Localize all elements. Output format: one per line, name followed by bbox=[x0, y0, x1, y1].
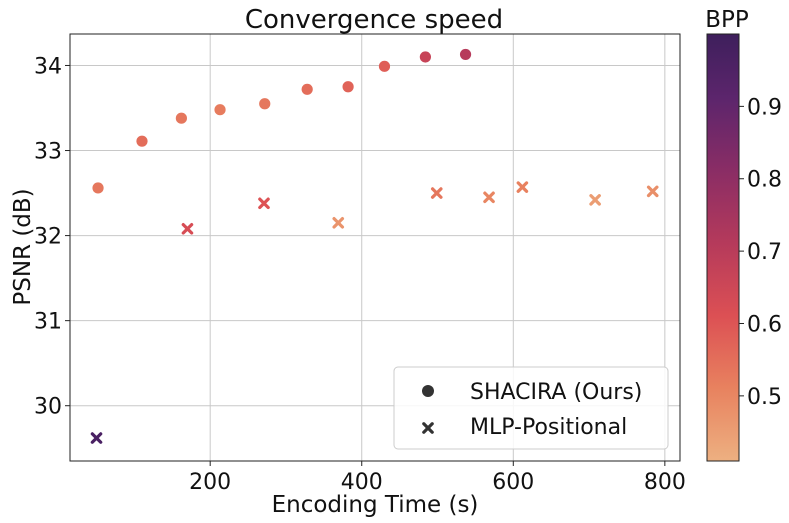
colorbar-tick-label: 0.8 bbox=[747, 168, 782, 193]
shacira-point bbox=[92, 182, 104, 194]
mlp-positional-point bbox=[332, 217, 345, 229]
y-tick-label: 34 bbox=[34, 54, 62, 79]
mlp-positional-point bbox=[516, 181, 529, 193]
mlp-positional-point bbox=[258, 197, 270, 210]
shacira-point bbox=[342, 81, 354, 93]
legend-label-mlp: MLP-Positional bbox=[470, 415, 627, 440]
x-tick-label: 200 bbox=[189, 470, 231, 495]
x-tick-label: 600 bbox=[492, 470, 534, 495]
x-tick-label: 800 bbox=[644, 470, 686, 495]
mlp-positional-point bbox=[181, 222, 194, 235]
shacira-point bbox=[259, 98, 271, 110]
colorbar-ticks: 0.5 0.6 0.7 0.8 0.9 bbox=[739, 95, 782, 410]
mlp-positional-point bbox=[589, 194, 601, 206]
plot-frame bbox=[69, 33, 681, 462]
legend-box bbox=[393, 366, 669, 450]
colorbar-tick-label: 0.9 bbox=[747, 95, 782, 120]
y-tick-label: 31 bbox=[34, 310, 62, 335]
colorbar bbox=[706, 33, 740, 462]
colorbar-tick-label: 0.6 bbox=[747, 312, 782, 337]
x-axis-label: Encoding Time (s) bbox=[272, 492, 479, 518]
grid-lines bbox=[70, 34, 680, 461]
chart-title: Convergence speed bbox=[245, 5, 503, 35]
shacira-point bbox=[301, 83, 313, 95]
y-axis-label: PSNR (dB) bbox=[10, 188, 36, 305]
colorbar-tick-label: 0.5 bbox=[747, 385, 782, 410]
x-tick-label: 400 bbox=[341, 470, 383, 495]
data-points bbox=[90, 48, 659, 444]
mlp-positional-point bbox=[90, 432, 103, 444]
x-axis-ticks: 200 400 600 800 bbox=[189, 461, 686, 495]
legend-circle-marker bbox=[422, 385, 434, 397]
y-tick-label: 30 bbox=[34, 395, 62, 420]
shacira-point bbox=[419, 51, 431, 63]
y-axis-ticks: 30 31 32 33 34 bbox=[34, 54, 70, 420]
shacira-point bbox=[136, 135, 148, 147]
colorbar-tick-label: 0.7 bbox=[747, 240, 782, 265]
legend-x-marker bbox=[422, 422, 434, 434]
shacira-point bbox=[214, 104, 226, 116]
legend-label-shacira: SHACIRA (Ours) bbox=[470, 380, 642, 405]
shacira-point bbox=[175, 112, 187, 124]
legend: SHACIRA (Ours) MLP-Positional bbox=[393, 366, 669, 450]
shacira-point bbox=[459, 48, 472, 61]
colorbar-label: BPP bbox=[705, 7, 749, 33]
legend-x-glyph bbox=[422, 422, 434, 434]
mlp-positional-point bbox=[483, 191, 495, 204]
mlp-positional-point bbox=[646, 185, 659, 198]
y-tick-label: 32 bbox=[34, 225, 62, 250]
mlp-positional-point bbox=[430, 187, 443, 199]
y-tick-label: 33 bbox=[34, 140, 62, 165]
shacira-point bbox=[378, 60, 391, 72]
